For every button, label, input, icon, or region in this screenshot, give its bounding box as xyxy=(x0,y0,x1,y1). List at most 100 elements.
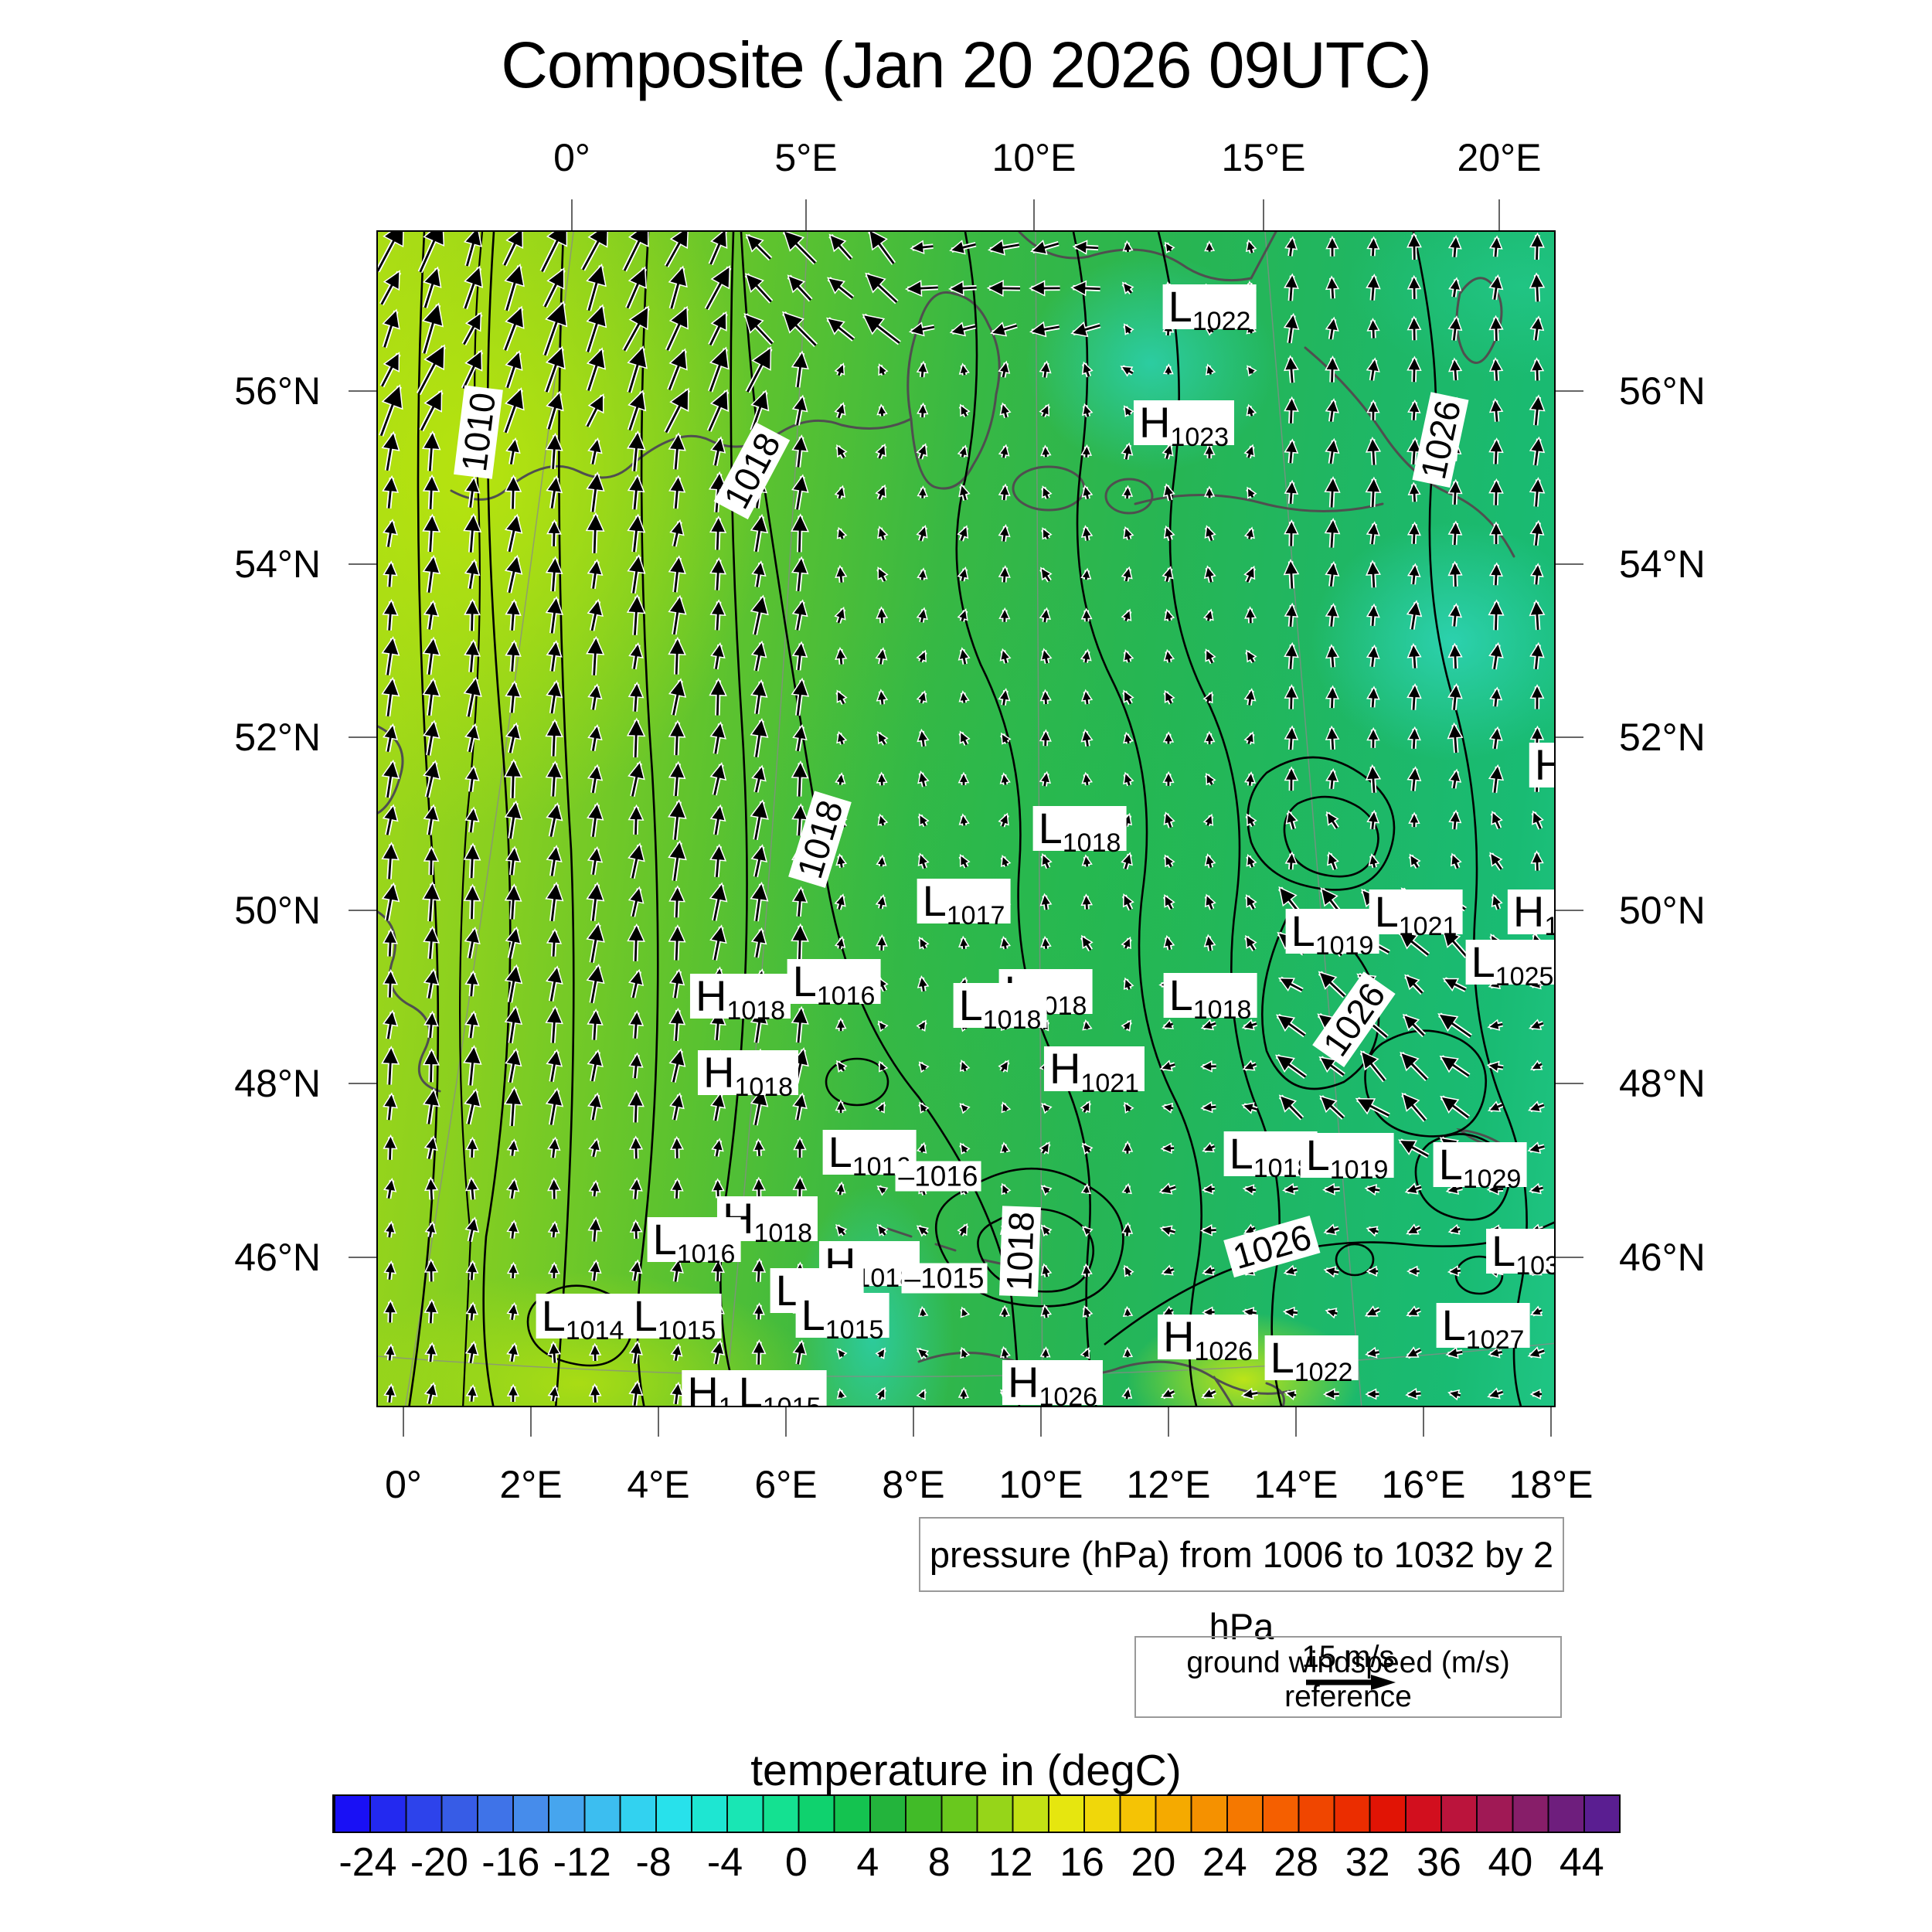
contour-value-label: 1018 xyxy=(788,791,852,888)
colorbar-title: temperature in (degC) xyxy=(750,1746,1182,1795)
right-axis-label: 52°N xyxy=(1619,716,1706,759)
pressure-center-label: H1021 xyxy=(1043,1046,1145,1097)
axis-tick xyxy=(349,1083,376,1084)
left-axis-label: 54°N xyxy=(234,543,321,586)
top-axis-label: 0° xyxy=(553,136,590,179)
bottom-axis-label: 2°E xyxy=(499,1463,563,1506)
axis-tick xyxy=(1550,1407,1552,1437)
colorbar-tick-label: -12 xyxy=(553,1840,611,1885)
pressure-center-label: H1018 xyxy=(697,1050,799,1100)
axis-tick xyxy=(1556,1083,1583,1084)
axis-tick xyxy=(785,1407,787,1437)
axis-tick xyxy=(1498,199,1500,230)
coastlines xyxy=(378,232,1515,1406)
pressure-center-label: L1027 xyxy=(1436,1303,1530,1353)
pressure-label-layer: L1022 H1023 L1018 L1017 L1016 L1018 L1019 L1018… xyxy=(378,232,1554,1406)
pressure-center-label: H xyxy=(1529,743,1554,787)
axis-tick xyxy=(658,1407,659,1437)
right-axis-label: 56°N xyxy=(1619,369,1706,413)
colorbar-tick-label: 16 xyxy=(1060,1840,1104,1885)
colorbar-tick-label: 28 xyxy=(1274,1840,1319,1885)
pressure-center-label: L1017 xyxy=(917,879,1011,929)
map-plot-area: L1022 H1023 L1018 L1017 L1016 L1018 L1019 L1018… xyxy=(376,230,1556,1407)
colorbar-tick-label: 24 xyxy=(1202,1840,1247,1885)
pressure-center-label: L1018 xyxy=(1163,973,1257,1023)
bottom-axis-label: 10°E xyxy=(998,1463,1083,1506)
page-title: Composite (Jan 20 2026 09UTC) xyxy=(501,29,1432,101)
colorbar-tick-labels: -24 -20 -16 -12 -8 -4 0 4 8 12 16 20 24 28 32 36 40 44 xyxy=(0,1842,1932,1884)
contour-value-label: 1018 xyxy=(998,1205,1042,1298)
pressure-center-label: L1015 xyxy=(733,1370,827,1406)
axis-tick xyxy=(1556,736,1583,738)
colorbar-tick-label: 36 xyxy=(1417,1840,1461,1885)
pressure-center-label: L1014 xyxy=(536,1294,630,1344)
axis-tick xyxy=(1033,199,1035,230)
colorbar-tick-label: -4 xyxy=(706,1840,743,1885)
axis-tick xyxy=(571,199,573,230)
bottom-axis-label: 12°E xyxy=(1126,1463,1211,1506)
right-axis-label: 46°N xyxy=(1619,1236,1706,1279)
colorbar-tick-label: -16 xyxy=(481,1840,540,1885)
colorbar-tick-label: 44 xyxy=(1559,1840,1604,1885)
wind-reference-arrow-icon xyxy=(1306,1675,1396,1690)
contour-inline-value: –1016 xyxy=(895,1161,981,1192)
contour-value-label: 1026 xyxy=(1223,1215,1321,1278)
axis-tick xyxy=(1168,1407,1169,1437)
wind-speed-label: 15 m/s xyxy=(1301,1640,1395,1674)
pressure-center-label: L1015 xyxy=(628,1294,722,1344)
contour-inline-value: –1015 xyxy=(901,1263,988,1294)
left-axis-label: 56°N xyxy=(234,369,321,413)
axis-tick xyxy=(349,563,376,565)
temperature-colorbar xyxy=(332,1794,1621,1833)
colorbar-tick-label: -8 xyxy=(635,1840,672,1885)
left-axis-label: 48°N xyxy=(234,1062,321,1105)
axis-tick xyxy=(349,736,376,738)
axis-tick xyxy=(530,1407,532,1437)
wind-reference-box: 15 m/s ground windspeed (m/s) reference xyxy=(1134,1636,1562,1718)
axis-tick xyxy=(1263,199,1264,230)
axis-tick xyxy=(1556,1257,1583,1258)
pressure-center-label: L1018 xyxy=(1032,806,1127,856)
pressure-center-label: L1018 xyxy=(953,983,1047,1033)
pressure-center-label: H1 xyxy=(682,1370,739,1406)
pressure-center-label: H1026 xyxy=(1002,1360,1104,1406)
right-axis-label: 54°N xyxy=(1619,543,1706,586)
left-axis-label: 46°N xyxy=(234,1236,321,1279)
pressure-caption-box: pressure (hPa) from 1006 to 1032 by 2 hP… xyxy=(919,1517,1564,1647)
axis-tick xyxy=(403,1407,404,1437)
pressure-center-label: H1018 xyxy=(689,974,791,1024)
pressure-center-label: H1026 xyxy=(1157,1315,1259,1365)
pressure-center-label: L1016 xyxy=(647,1217,741,1267)
top-axis-label: 5°E xyxy=(774,136,838,179)
bottom-axis-label: 14°E xyxy=(1253,1463,1338,1506)
bottom-axis-label: 8°E xyxy=(882,1463,945,1506)
bottom-axis-label: 16°E xyxy=(1381,1463,1466,1506)
axis-tick xyxy=(349,1257,376,1258)
right-axis-label: 48°N xyxy=(1619,1062,1706,1105)
pressure-center-label: L1022 xyxy=(1162,284,1257,335)
axis-tick xyxy=(349,390,376,392)
pressure-center-label: L1025 xyxy=(1465,940,1554,990)
axis-tick xyxy=(913,1407,914,1437)
pressure-center-label: H10 xyxy=(1507,889,1554,940)
pressure-center-label: L1016 xyxy=(787,959,881,1009)
colorbar-tick-label: -24 xyxy=(338,1840,397,1885)
axis-tick xyxy=(805,199,807,230)
colorbar-tick-label: 12 xyxy=(988,1840,1033,1885)
pressure-center-label: L1021 xyxy=(1369,889,1463,940)
pressure-center-label: L1019 xyxy=(1285,909,1379,959)
bottom-axis-label: 18°E xyxy=(1509,1463,1594,1506)
axis-tick xyxy=(349,910,376,911)
colorbar-tick-label: 0 xyxy=(784,1840,808,1885)
left-axis-label: 50°N xyxy=(234,889,321,932)
colorbar-tick-label: -20 xyxy=(410,1840,468,1885)
axis-tick xyxy=(1423,1407,1424,1437)
top-axis-label: 10°E xyxy=(992,136,1077,179)
colorbar-tick-label: 4 xyxy=(856,1840,879,1885)
axis-tick xyxy=(1040,1407,1042,1437)
axis-tick xyxy=(1556,390,1583,392)
pressure-center-label: H1023 xyxy=(1133,400,1235,451)
colorbar-tick-label: 32 xyxy=(1345,1840,1390,1885)
contour-value-label: 1026 xyxy=(1312,971,1396,1067)
